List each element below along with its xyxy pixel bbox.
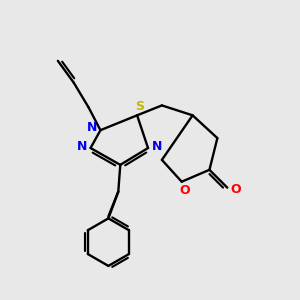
Text: N: N <box>76 140 87 152</box>
Text: N: N <box>152 140 162 152</box>
Text: O: O <box>179 184 190 197</box>
Text: O: O <box>230 183 241 196</box>
Text: N: N <box>87 121 98 134</box>
Text: S: S <box>136 100 145 113</box>
